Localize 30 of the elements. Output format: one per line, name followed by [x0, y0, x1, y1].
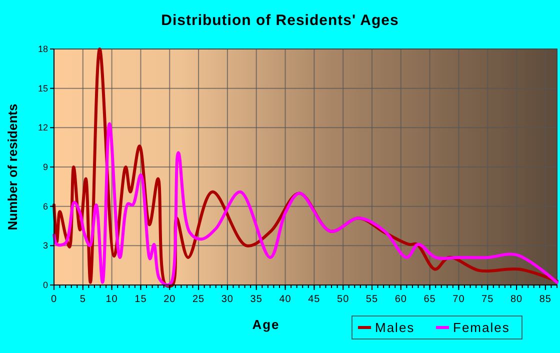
y-tick-label: 6	[42, 201, 48, 212]
x-tick-label: 50	[337, 294, 350, 305]
x-tick-label: 70	[452, 294, 465, 305]
x-tick-label: 25	[192, 294, 205, 305]
legend-label: Males	[375, 320, 415, 335]
y-tick-label: 15	[38, 83, 48, 94]
x-tick-label: 75	[482, 294, 494, 305]
x-tick-label: 20	[164, 294, 176, 305]
y-tick-label: 0	[42, 280, 48, 290]
x-tick-label: 60	[394, 294, 407, 305]
x-tick-label: 15	[134, 294, 147, 305]
x-axis-title: Age	[252, 317, 280, 332]
y-tick-label: 9	[42, 162, 48, 172]
y-tick-label: 18	[38, 44, 48, 54]
x-tick-label: 30	[221, 294, 234, 305]
legend-label: Females	[453, 320, 510, 335]
x-tick-label: 85	[539, 294, 552, 305]
x-tick-label: 55	[366, 294, 378, 305]
y-tick-label: 12	[38, 122, 48, 133]
x-tick-label: 0	[50, 294, 58, 305]
chart-title: Distribution of Residents' Ages	[161, 12, 399, 29]
x-tick-label: 45	[308, 294, 320, 305]
x-tick-label: 5	[80, 294, 86, 305]
x-tick-label: 35	[250, 294, 262, 305]
x-tick-label: 80	[510, 294, 523, 305]
y-axis-title: Number of residents	[5, 104, 20, 230]
x-tick-label: 65	[424, 294, 436, 305]
x-tick-label: 40	[279, 294, 292, 305]
y-tick-label: 3	[42, 240, 48, 251]
x-tick-label: 10	[106, 294, 118, 305]
